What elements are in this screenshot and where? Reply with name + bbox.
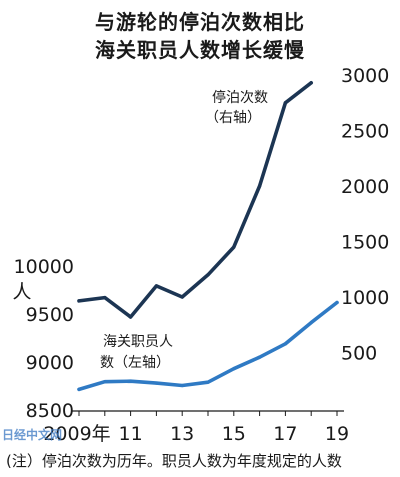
right-tick-label: 1500 [341, 232, 389, 254]
data-point-staff [129, 379, 133, 383]
chart-title-line1: 与游轮的停泊次数相比 [95, 10, 305, 34]
data-point-staff [103, 380, 107, 384]
x-tick-label: 2009年 [43, 423, 110, 445]
data-point-mooring [309, 81, 313, 85]
chart-title-line2: 海关职员人数增长缓慢 [95, 38, 305, 62]
data-point-staff [335, 300, 339, 305]
x-tick-label: 17 [273, 423, 297, 445]
x-tick-label: 11 [119, 423, 143, 445]
data-point-staff [232, 367, 236, 371]
left-tick-label: 10000 [14, 256, 74, 278]
data-point-mooring [258, 184, 262, 188]
data-point-staff [258, 355, 262, 359]
data-point-mooring [232, 245, 236, 249]
footnote: (注）停泊次数为历年。职员人数为年度规定的人数 [6, 452, 342, 470]
series-label-staff-line1: 海关职员人 [103, 334, 173, 350]
data-point-staff [77, 387, 81, 391]
data-point-staff [154, 381, 158, 385]
series-label-mooring-line1: 停泊次数 [212, 89, 268, 106]
left-tick-label: 9000 [26, 352, 74, 374]
right-tick-label: 1000 [341, 287, 389, 309]
x-tick-label: 15 [222, 423, 246, 445]
data-point-staff [180, 383, 184, 388]
data-point-mooring [154, 284, 158, 288]
series-line-mooring [77, 81, 314, 319]
data-point-mooring [283, 101, 287, 105]
series-label-staff-line2: 数（左轴） [100, 355, 170, 371]
data-point-mooring [129, 315, 133, 319]
data-point-mooring [77, 299, 81, 303]
data-point-mooring [180, 295, 184, 299]
x-tick-label: 13 [170, 423, 194, 445]
right-tick-label: 2000 [341, 176, 389, 198]
data-point-staff [206, 380, 210, 384]
logo-watermark: 日经中文网 [2, 428, 63, 442]
data-point-mooring [206, 273, 210, 277]
data-point-staff [283, 342, 287, 346]
left-tick-label: 8500 [26, 400, 74, 422]
right-tick-label: 2500 [341, 121, 389, 143]
data-point-mooring [103, 295, 107, 300]
left-axis-unit: 人 [12, 281, 31, 303]
x-tick-label: 19 [325, 423, 349, 445]
right-tick-label: 500 [341, 343, 377, 365]
right-tick-label: 3000 [341, 65, 389, 87]
data-point-staff [309, 321, 313, 325]
left-tick-label: 9500 [26, 304, 74, 326]
series-label-mooring-line2: （右轴） [205, 110, 261, 126]
